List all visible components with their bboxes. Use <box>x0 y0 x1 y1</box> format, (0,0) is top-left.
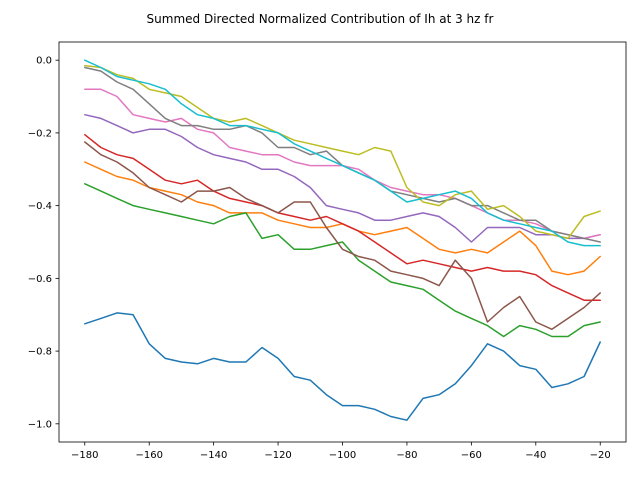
x-tick-label: −60 <box>461 450 482 461</box>
series-line-10 <box>84 59 601 247</box>
series-line-6 <box>84 141 601 331</box>
y-tick-label: −0.4 <box>28 201 52 212</box>
series-layer <box>84 59 601 421</box>
series-line-7 <box>84 88 601 240</box>
x-tick-label: −100 <box>329 450 356 461</box>
x-tick-label: −140 <box>200 450 227 461</box>
x-tick-label: −40 <box>525 450 546 461</box>
y-tick-label: −1.0 <box>28 419 52 430</box>
series-line-3 <box>84 183 601 338</box>
series-line-5 <box>84 113 601 243</box>
x-tick-label: −120 <box>264 450 291 461</box>
x-tick-label: −180 <box>71 450 98 461</box>
chart-title: Summed Directed Normalized Contribution … <box>147 12 494 26</box>
y-tick-label: −0.6 <box>28 274 52 285</box>
x-tick-label: −20 <box>590 450 611 461</box>
y-tick-label: −0.8 <box>28 347 52 358</box>
y-tick-label: 0.0 <box>36 56 52 67</box>
axes-layer: −180 −160 −140 −120 −100 −80 −60 −40 −20 0.0 −0.2 −… <box>28 41 627 461</box>
x-tick-label: −80 <box>396 450 417 461</box>
series-line-8 <box>84 66 601 243</box>
series-line-4 <box>84 133 601 301</box>
x-tick-label: −160 <box>135 450 162 461</box>
series-line-1 <box>84 312 601 421</box>
y-tick-label: −0.2 <box>28 128 52 139</box>
